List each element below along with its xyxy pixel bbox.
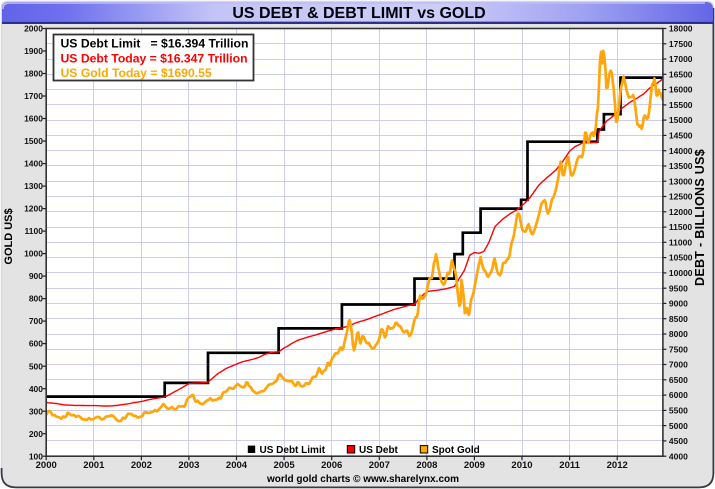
svg-text:1700: 1700 — [24, 91, 43, 101]
svg-text:9000: 9000 — [669, 299, 688, 309]
svg-text:15000: 15000 — [669, 115, 693, 125]
svg-text:100: 100 — [29, 451, 43, 461]
svg-text:5000: 5000 — [669, 421, 688, 431]
svg-text:900: 900 — [29, 271, 43, 281]
svg-text:17500: 17500 — [669, 39, 693, 49]
svg-text:12500: 12500 — [669, 192, 693, 202]
svg-text:10500: 10500 — [669, 253, 693, 263]
svg-text:8000: 8000 — [669, 329, 688, 339]
svg-text:2006: 2006 — [321, 460, 342, 471]
svg-text:2000: 2000 — [24, 24, 43, 34]
svg-text:2011: 2011 — [559, 460, 580, 471]
svg-text:US Debt Today = $16.347 Trilli: US Debt Today = $16.347 Trillion — [61, 51, 248, 65]
svg-text:8500: 8500 — [669, 314, 688, 324]
svg-text:17000: 17000 — [669, 54, 693, 64]
svg-text:2004: 2004 — [226, 460, 248, 471]
svg-text:2010: 2010 — [511, 460, 532, 471]
svg-text:1500: 1500 — [24, 136, 43, 146]
svg-text:500: 500 — [29, 361, 43, 371]
svg-text:12000: 12000 — [669, 207, 693, 217]
svg-text:2002: 2002 — [131, 460, 152, 471]
svg-text:GOLD US$: GOLD US$ — [3, 208, 15, 264]
svg-text:400: 400 — [29, 384, 43, 394]
svg-text:11500: 11500 — [669, 222, 692, 232]
svg-text:US DEBT & DEBT LIMIT vs GOLD: US DEBT & DEBT LIMIT vs GOLD — [232, 5, 485, 22]
svg-text:5500: 5500 — [669, 406, 688, 416]
svg-text:13000: 13000 — [669, 176, 693, 186]
svg-text:1800: 1800 — [24, 69, 43, 79]
svg-text:700: 700 — [29, 316, 43, 326]
svg-text:1300: 1300 — [24, 181, 43, 191]
svg-text:11000: 11000 — [669, 237, 692, 247]
svg-text:2009: 2009 — [464, 460, 485, 471]
svg-text:800: 800 — [29, 294, 43, 304]
svg-text:1100: 1100 — [25, 226, 44, 236]
svg-text:1400: 1400 — [24, 159, 43, 169]
svg-text:Spot Gold: Spot Gold — [432, 445, 480, 456]
svg-text:US Debt: US Debt — [359, 445, 399, 456]
svg-text:13500: 13500 — [669, 161, 693, 171]
svg-text:1200: 1200 — [24, 204, 43, 214]
svg-text:2007: 2007 — [369, 460, 390, 471]
svg-text:world gold charts © www.sharel: world gold charts © www.sharelynx.com — [266, 474, 459, 485]
svg-text:9500: 9500 — [669, 283, 688, 293]
svg-text:2001: 2001 — [83, 460, 105, 471]
svg-text:7500: 7500 — [669, 344, 688, 354]
svg-text:6000: 6000 — [669, 390, 688, 400]
svg-text:2005: 2005 — [274, 460, 296, 471]
svg-text:US Debt Limit: US Debt Limit — [260, 445, 326, 456]
svg-text:600: 600 — [29, 339, 43, 349]
svg-text:7000: 7000 — [669, 360, 688, 370]
svg-text:US Gold Today = $1690.55: US Gold Today = $1690.55 — [61, 66, 212, 80]
svg-text:1600: 1600 — [24, 114, 43, 124]
svg-text:2003: 2003 — [178, 460, 199, 471]
svg-text:200: 200 — [29, 429, 43, 439]
svg-text:15500: 15500 — [669, 100, 693, 110]
svg-text:4500: 4500 — [669, 436, 688, 446]
svg-text:2012: 2012 — [607, 460, 628, 471]
svg-text:300: 300 — [29, 406, 43, 416]
svg-text:14500: 14500 — [669, 131, 693, 141]
svg-text:1900: 1900 — [24, 46, 43, 56]
svg-text:16000: 16000 — [669, 85, 693, 95]
svg-text:16500: 16500 — [669, 69, 693, 79]
svg-text:DEBT - BILLIONS US$: DEBT - BILLIONS US$ — [693, 149, 707, 286]
svg-text:18000: 18000 — [669, 24, 693, 34]
svg-text:6500: 6500 — [669, 375, 688, 385]
svg-text:1000: 1000 — [24, 249, 43, 259]
svg-text:10000: 10000 — [669, 268, 693, 278]
svg-text:US Debt Limit = $16.394 Tril: US Debt Limit = $16.394 Trillion — [61, 36, 249, 50]
svg-text:14000: 14000 — [669, 146, 693, 156]
svg-text:4000: 4000 — [669, 451, 688, 461]
svg-text:2000: 2000 — [36, 460, 57, 471]
svg-text:2008: 2008 — [416, 460, 437, 471]
